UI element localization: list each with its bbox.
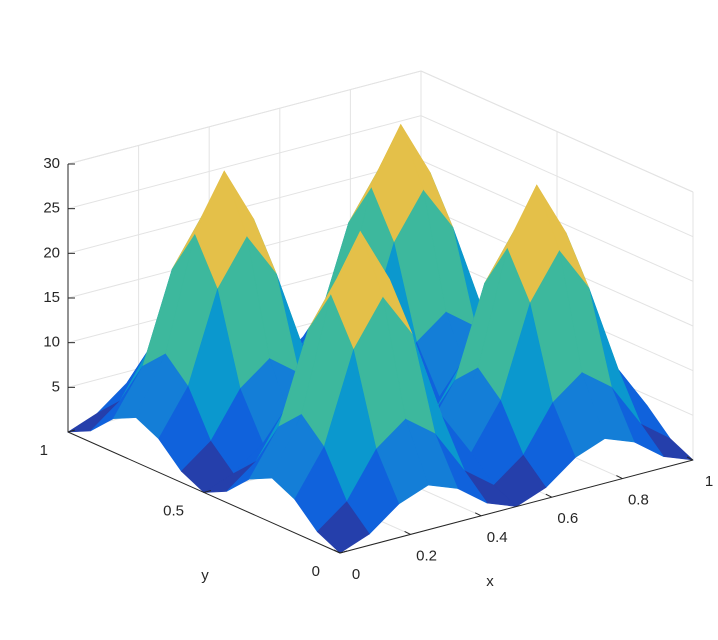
x-tick [404, 530, 411, 535]
y-axis-label: y [201, 567, 209, 584]
z-tick-label: 30 [43, 155, 60, 172]
x-tick-label: 0.2 [416, 547, 437, 564]
z-tick-label: 20 [43, 244, 60, 261]
x-tick-label: 1 [705, 473, 713, 490]
box-edge [420, 70, 694, 193]
x-tick-label: 0.8 [628, 492, 649, 509]
box-edge [67, 70, 422, 165]
y-tick-label: 1 [40, 442, 48, 459]
y-tick [339, 550, 348, 554]
z-tick-label: 10 [43, 334, 60, 351]
x-axis-line [339, 459, 694, 554]
z-tick-label: 5 [52, 378, 60, 395]
z-tick-label: 25 [43, 200, 60, 217]
x-tick [333, 549, 341, 554]
z-tick-label: 15 [43, 289, 60, 306]
x-tick-label: 0 [352, 566, 360, 583]
x-tick-label: 0.4 [487, 529, 508, 546]
x-tick [616, 475, 623, 480]
y-tick [203, 490, 212, 493]
x-axis-label: x [486, 573, 494, 590]
x-tick [474, 512, 482, 517]
x-tick [686, 456, 694, 461]
surface-patch [316, 501, 370, 554]
x-tick-label: 0.6 [557, 510, 578, 527]
y-tick [67, 429, 76, 433]
y-tick-label: 0 [312, 563, 320, 580]
x-tick [545, 493, 553, 498]
y-tick-label: 0.5 [163, 502, 184, 519]
